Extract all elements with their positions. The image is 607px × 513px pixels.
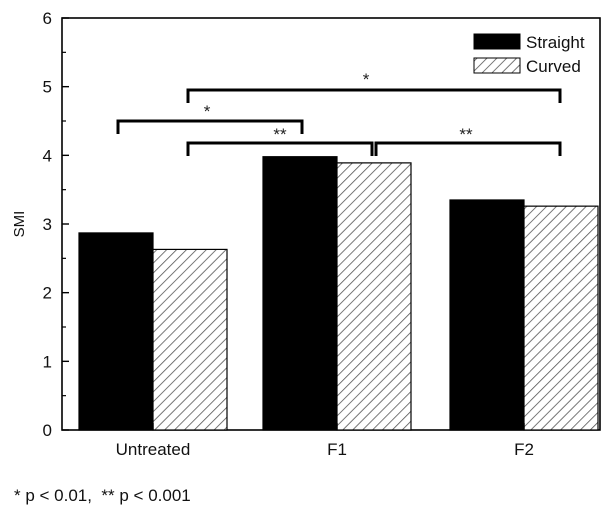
- significance-label: *: [204, 102, 211, 121]
- y-tick-label: 5: [43, 78, 52, 97]
- legend-label-curved: Curved: [526, 57, 581, 76]
- significance-bracket: [186, 88, 562, 103]
- legend-swatch-straight: [473, 33, 521, 50]
- significance-label: **: [273, 125, 287, 144]
- legend-label-straight: Straight: [526, 33, 585, 52]
- bar-straight-f1: [262, 156, 338, 431]
- significance-label: **: [459, 125, 473, 144]
- x-tick-label: F2: [514, 440, 534, 459]
- x-tick-label: F1: [327, 440, 347, 459]
- y-axis-title: SMI: [11, 211, 28, 238]
- significance-bracket: [116, 119, 304, 134]
- y-tick-label: 2: [43, 284, 52, 303]
- y-tick-label: 6: [43, 9, 52, 28]
- bar-curved-f1: [336, 162, 412, 431]
- bar-curved-untreated: [152, 248, 228, 431]
- x-tick-label: Untreated: [116, 440, 191, 459]
- bar-curved-f2: [523, 205, 599, 431]
- y-tick-label: 1: [43, 352, 52, 371]
- legend-swatch-curved: [473, 57, 521, 74]
- significance-bracket: [186, 141, 374, 156]
- bar-straight-f2: [449, 199, 525, 431]
- significance-label: *: [363, 70, 370, 89]
- y-tick-label: 4: [43, 146, 52, 165]
- significance-bracket: [374, 141, 562, 156]
- significance-footnote: * p < 0.01, ** p < 0.001: [14, 486, 191, 505]
- y-tick-label: 3: [43, 215, 52, 234]
- y-tick-label: 0: [43, 421, 52, 440]
- bar-straight-untreated: [78, 232, 154, 431]
